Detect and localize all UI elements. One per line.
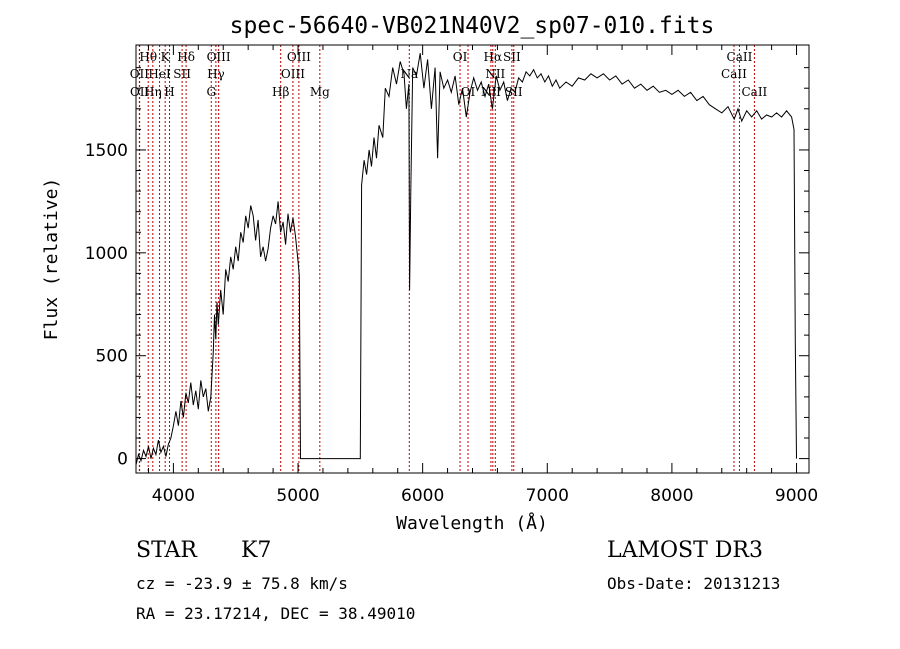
spectral-line-labels: HθOIIOIIHηHeIKHSIIHδGHγOIIIHβOIIIOIIIMgN… [130,50,768,99]
line-label-18: OI [461,85,476,99]
line-label-25: CaII [727,50,753,64]
line-label-15: Mg [310,85,330,99]
line-label-8: Hδ [177,50,195,64]
observation-date: Obs-Date: 20131213 [607,574,781,593]
line-label-10: Hγ [207,67,225,81]
line-label-12: Hβ [272,85,289,99]
line-label-4: HeI [148,67,171,81]
coordinates: RA = 23.17214, DEC = 38.49010 [136,604,416,623]
line-label-20: Hα [484,50,503,64]
line-label-2: OII [130,85,150,99]
y-axis-label: Flux (relative) [41,178,62,341]
line-label-21: NII [485,67,505,81]
spectrum-line [135,53,797,465]
plot-frame [135,44,810,474]
x-axis-label: Wavelength (Å) [396,512,548,534]
y-tick-label-1: 500 [96,347,128,367]
x-tick-label-3: 7000 [526,486,569,506]
line-label-19: NII [481,85,501,99]
line-label-17: OI [453,50,468,64]
line-label-1: OII [130,67,150,81]
line-label-14: OIII [287,50,311,64]
y-tick-label-0: 0 [117,450,128,470]
line-label-24: CaII [721,67,747,81]
y-axis-ticks: 0 500 1000 1500 [85,67,809,470]
x-tick-label-5: 9000 [775,486,818,506]
line-label-0: Hθ [139,50,157,64]
object-class: STAR [136,538,197,563]
line-label-9: G [206,85,216,99]
survey-name: LAMOST DR3 [607,538,763,563]
line-label-6: H [164,85,174,99]
line-label-3: Hη [144,85,162,99]
line-label-23: SII [505,85,523,99]
line-label-26: CaII [741,85,767,99]
x-tick-label-4: 8000 [650,486,693,506]
line-label-11: OIII [207,50,231,64]
line-label-22: SII [503,50,521,64]
x-tick-label-0: 4000 [152,486,195,506]
line-label-5: K [161,50,171,64]
x-axis-ticks: 4000 5000 6000 7000 8000 9000 [147,45,818,506]
line-label-7: SII [173,67,191,81]
line-label-13: OIII [281,67,305,81]
chart-title: spec-56640-VB021N40V2_sp07-010.fits [230,13,715,39]
x-tick-label-1: 5000 [276,486,319,506]
y-tick-label-2: 1000 [85,244,128,264]
y-tick-label-3: 1500 [85,141,128,161]
spectral-line-markers [138,45,755,473]
x-tick-label-2: 6000 [401,486,444,506]
object-subclass: K7 [241,538,272,563]
redshift-velocity: cz = -23.9 ± 75.8 km/s [136,574,348,593]
